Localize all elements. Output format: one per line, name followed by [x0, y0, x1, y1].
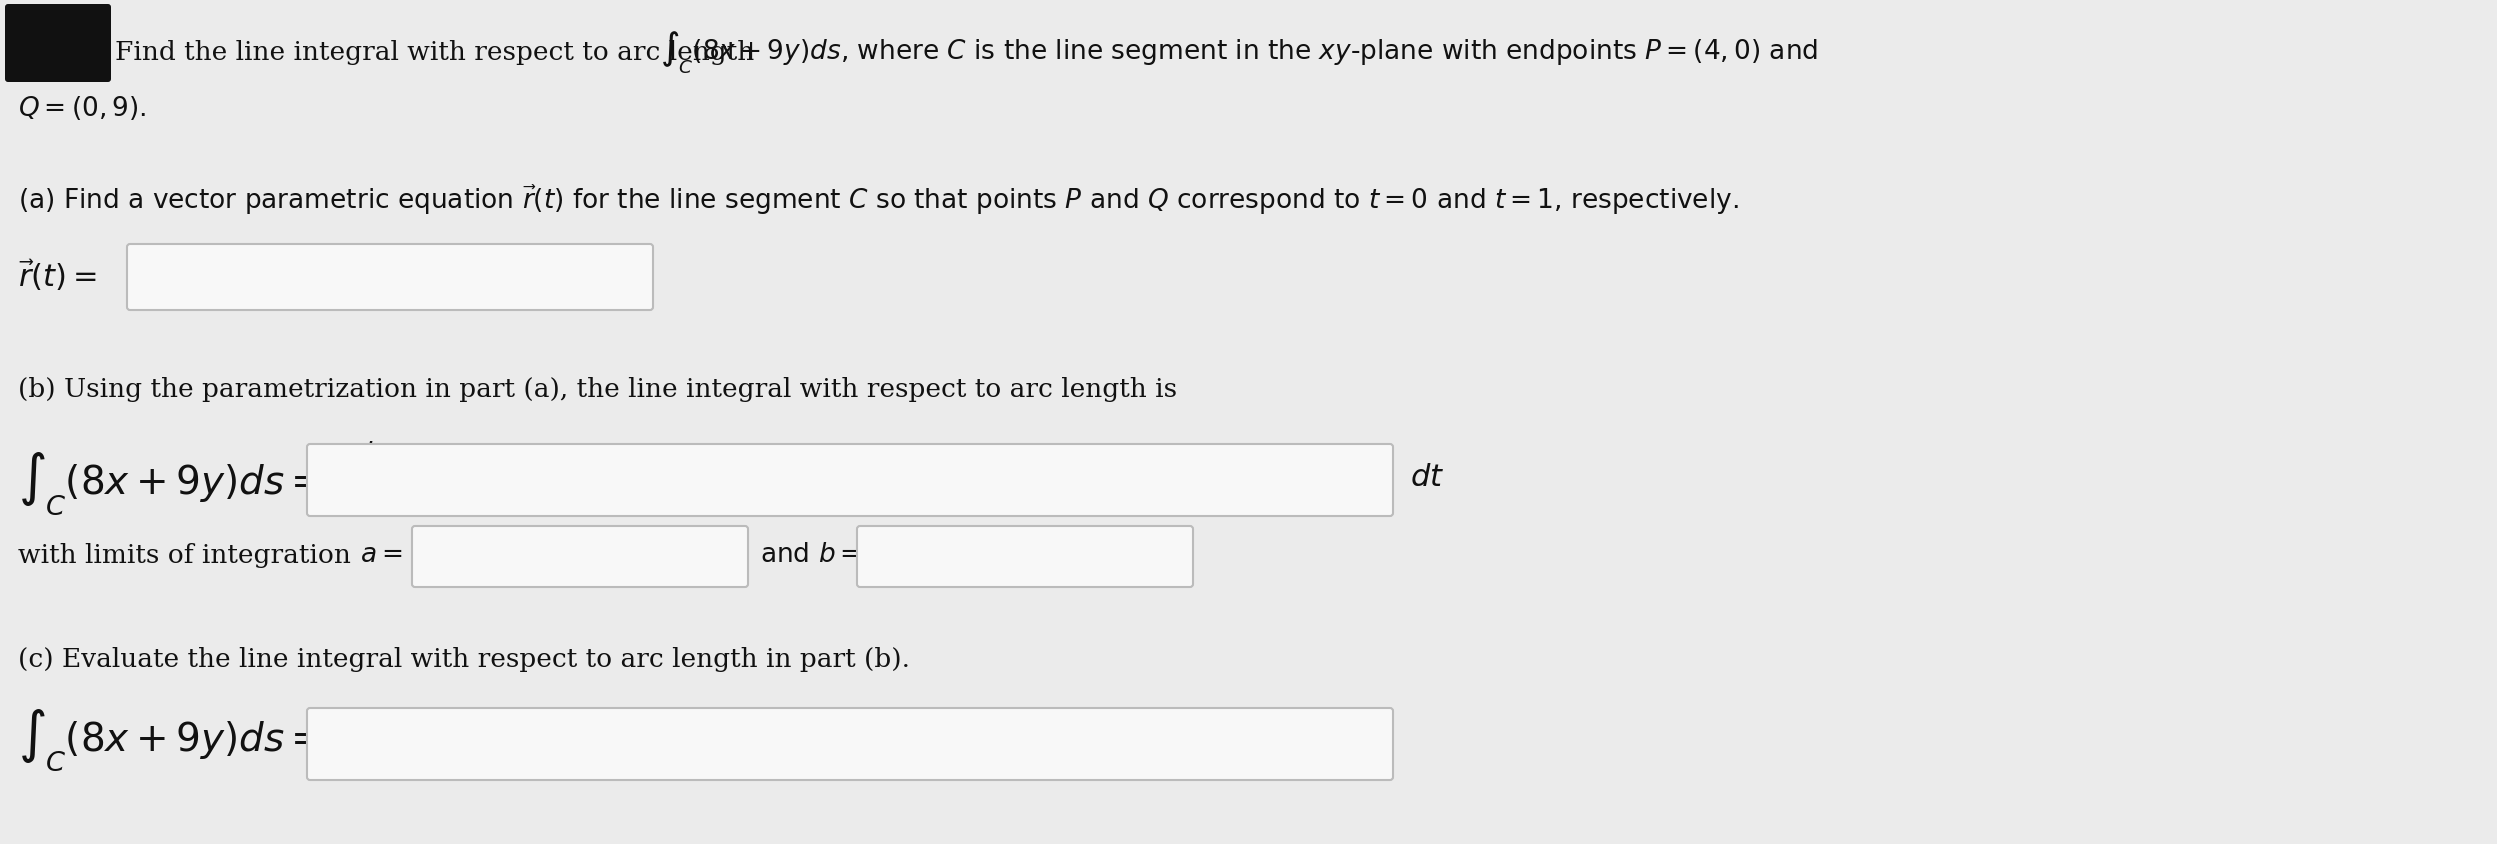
Text: (c) Evaluate the line integral with respect to arc length in part (b).: (c) Evaluate the line integral with resp… [17, 647, 909, 672]
FancyBboxPatch shape [307, 708, 1393, 780]
Text: (b) Using the parametrization in part (a), the line integral with respect to arc: (b) Using the parametrization in part (a… [17, 377, 1176, 402]
FancyBboxPatch shape [856, 527, 1194, 587]
Text: $\int_C (8x + 9y)ds$, where $C$ is the line segment in the $xy$-plane with endpo: $\int_C (8x + 9y)ds$, where $C$ is the l… [659, 29, 1818, 75]
Text: $a =$: $a =$ [360, 541, 402, 567]
Text: $\vec{r}(t) =$: $\vec{r}(t) =$ [17, 257, 97, 292]
Text: $\int_C (8x + 9y)ds =$: $\int_C (8x + 9y)ds =$ [17, 706, 322, 772]
FancyBboxPatch shape [5, 5, 110, 83]
FancyBboxPatch shape [412, 527, 749, 587]
Text: $dt$: $dt$ [1411, 463, 1443, 492]
Text: $\int_C (8x + 9y)ds = \int_a^b$: $\int_C (8x + 9y)ds = \int_a^b$ [17, 438, 382, 517]
Text: Find the line integral with respect to arc length: Find the line integral with respect to a… [115, 40, 754, 64]
Text: with limits of integration: with limits of integration [17, 542, 360, 567]
FancyBboxPatch shape [127, 245, 654, 311]
Text: $Q = (0, 9).$: $Q = (0, 9).$ [17, 94, 147, 122]
Text: and $b =$: and $b =$ [759, 541, 861, 567]
Text: (a) Find a vector parametric equation $\vec{r}(t)$ for the line segment $C$ so t: (a) Find a vector parametric equation $\… [17, 183, 1738, 216]
FancyBboxPatch shape [307, 445, 1393, 517]
